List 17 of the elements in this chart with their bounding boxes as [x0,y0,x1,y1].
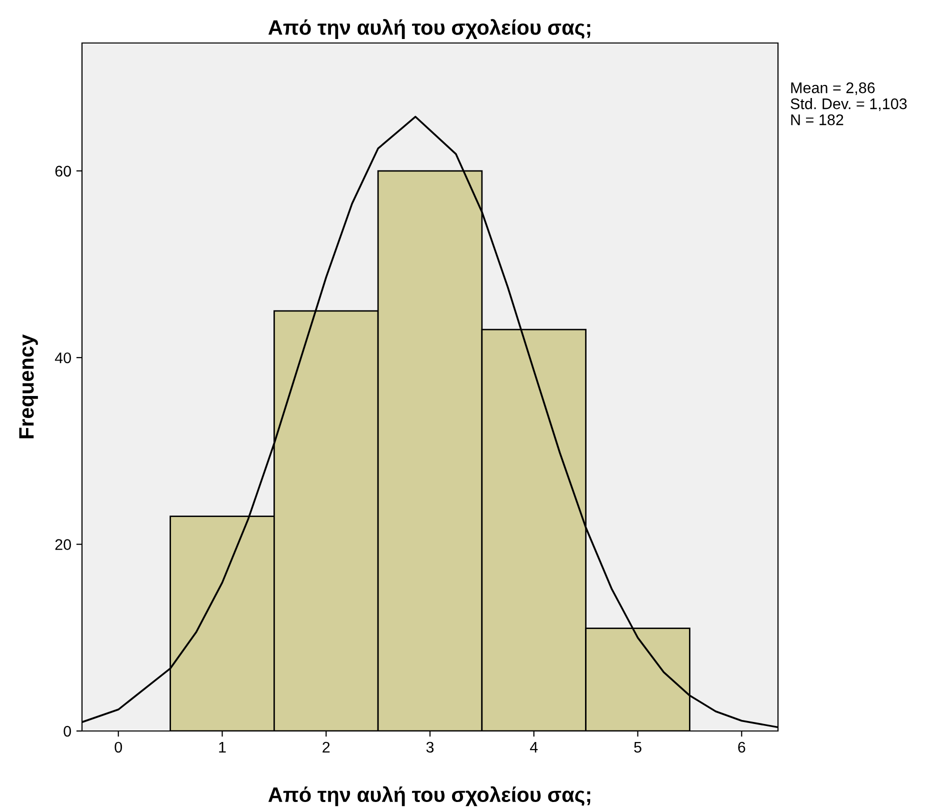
chart-title: Από την αυλή του σχολείου σας; [268,19,590,39]
y-tick-label: 60 [55,166,71,177]
x-tick-label: 4 [530,742,538,752]
x-tick-label: 5 [634,742,642,753]
x-tick-label: 1 [219,742,226,752]
text: Mean = 2,86 [791,82,875,96]
x-axis-title: Από την αυλή του σχολείου σας; [268,786,590,806]
text: N = 182 [791,114,844,126]
y-tick-label: 40 [54,352,71,364]
x-tick-label: 2 [322,742,330,752]
x-tick-label: 3 [426,742,434,753]
y-axis-title: Frequency [19,334,38,438]
x-tick-label: 6 [738,742,746,753]
x-tick-label: 0 [114,742,122,753]
text: Std. Dev. = 1,103 [790,98,907,112]
y-tick-label: 20 [55,539,71,550]
y-tick-label: 0 [64,726,71,737]
